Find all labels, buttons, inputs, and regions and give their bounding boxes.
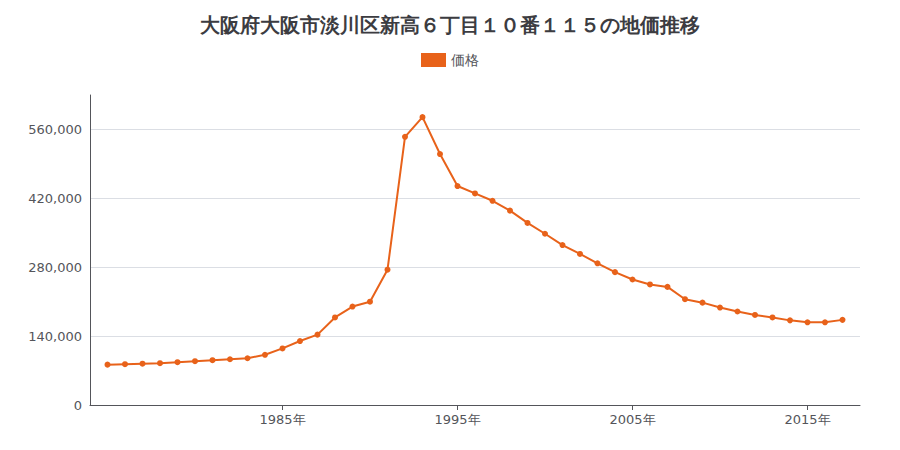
svg-text:560,000: 560,000 (28, 122, 82, 137)
svg-text:2015年: 2015年 (784, 412, 830, 427)
svg-text:1985年: 1985年 (259, 412, 305, 427)
svg-text:価格: 価格 (451, 52, 479, 68)
svg-text:1995年: 1995年 (434, 412, 480, 427)
svg-text:420,000: 420,000 (28, 191, 82, 206)
svg-text:2005年: 2005年 (609, 412, 655, 427)
svg-text:280,000: 280,000 (28, 260, 82, 275)
svg-text:大阪府大阪市淡川区新高６丁目１０番１１５の地価推移: 大阪府大阪市淡川区新高６丁目１０番１１５の地価推移 (200, 13, 700, 37)
svg-text:0: 0 (74, 398, 82, 413)
svg-text:140,000: 140,000 (28, 329, 82, 344)
